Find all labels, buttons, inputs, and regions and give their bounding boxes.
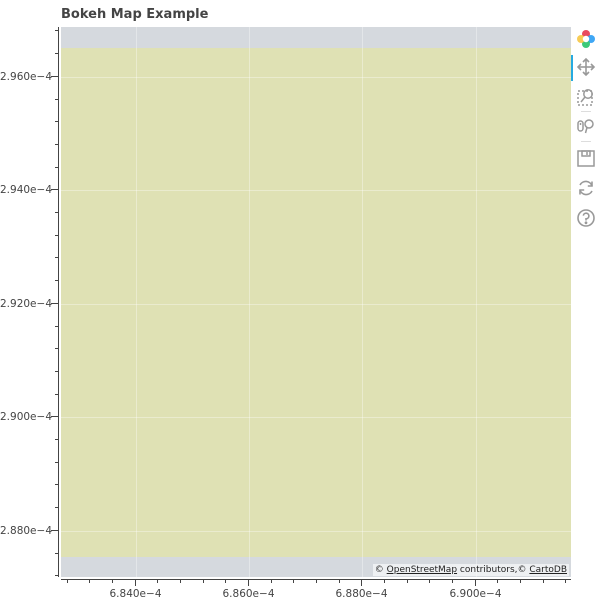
x-tick-label: 6.860e−4: [222, 588, 275, 600]
toolbar-separator: [581, 141, 591, 142]
x-grid-line: [135, 27, 137, 577]
y-tick-label: 2.880e−4: [0, 524, 52, 537]
y-tick-label: 2.940e−4: [0, 183, 52, 196]
pan-tool-icon[interactable]: [571, 55, 598, 81]
y-grid-line: [61, 416, 571, 418]
map-canvas[interactable]: © OpenStreetMap contributors,© CartoDB: [61, 27, 571, 577]
y-grid-line: [61, 530, 571, 532]
cartodb-link[interactable]: CartoDB: [529, 565, 567, 575]
x-grid-line: [475, 27, 477, 577]
wheel-zoom-tool-icon[interactable]: [574, 115, 598, 139]
plot-toolbar: [571, 27, 600, 257]
y-tick-label: 2.920e−4: [0, 297, 52, 310]
x-tick-label: 6.880e−4: [335, 588, 388, 600]
x-tick-label: 6.900e−4: [449, 588, 502, 600]
map-tile: [61, 48, 571, 557]
y-grid-line: [61, 303, 571, 305]
reset-tool-icon[interactable]: [574, 176, 598, 200]
y-tick-label: 2.960e−4: [0, 70, 52, 83]
y-grid-line: [61, 76, 571, 78]
save-tool-icon[interactable]: [574, 146, 598, 170]
openstreetmap-link[interactable]: OpenStreetMap: [386, 565, 458, 575]
bokeh-logo-icon[interactable]: [574, 27, 598, 51]
y-tick-label: 2.900e−4: [0, 410, 52, 423]
y-grid-line: [61, 189, 571, 191]
x-tick-label: 6.840e−4: [109, 588, 162, 600]
attribution-middle: contributors,©: [457, 565, 530, 575]
plot-title: Bokeh Map Example: [61, 7, 209, 22]
x-grid-line: [361, 27, 363, 577]
toolbar-separator: [581, 111, 591, 112]
attribution-prefix: ©: [374, 565, 387, 575]
map-attribution: © OpenStreetMap contributors,© CartoDB: [372, 564, 569, 576]
x-grid-line: [248, 27, 250, 577]
box-zoom-tool-icon[interactable]: [574, 85, 598, 109]
help-tool-icon[interactable]: [574, 206, 598, 230]
